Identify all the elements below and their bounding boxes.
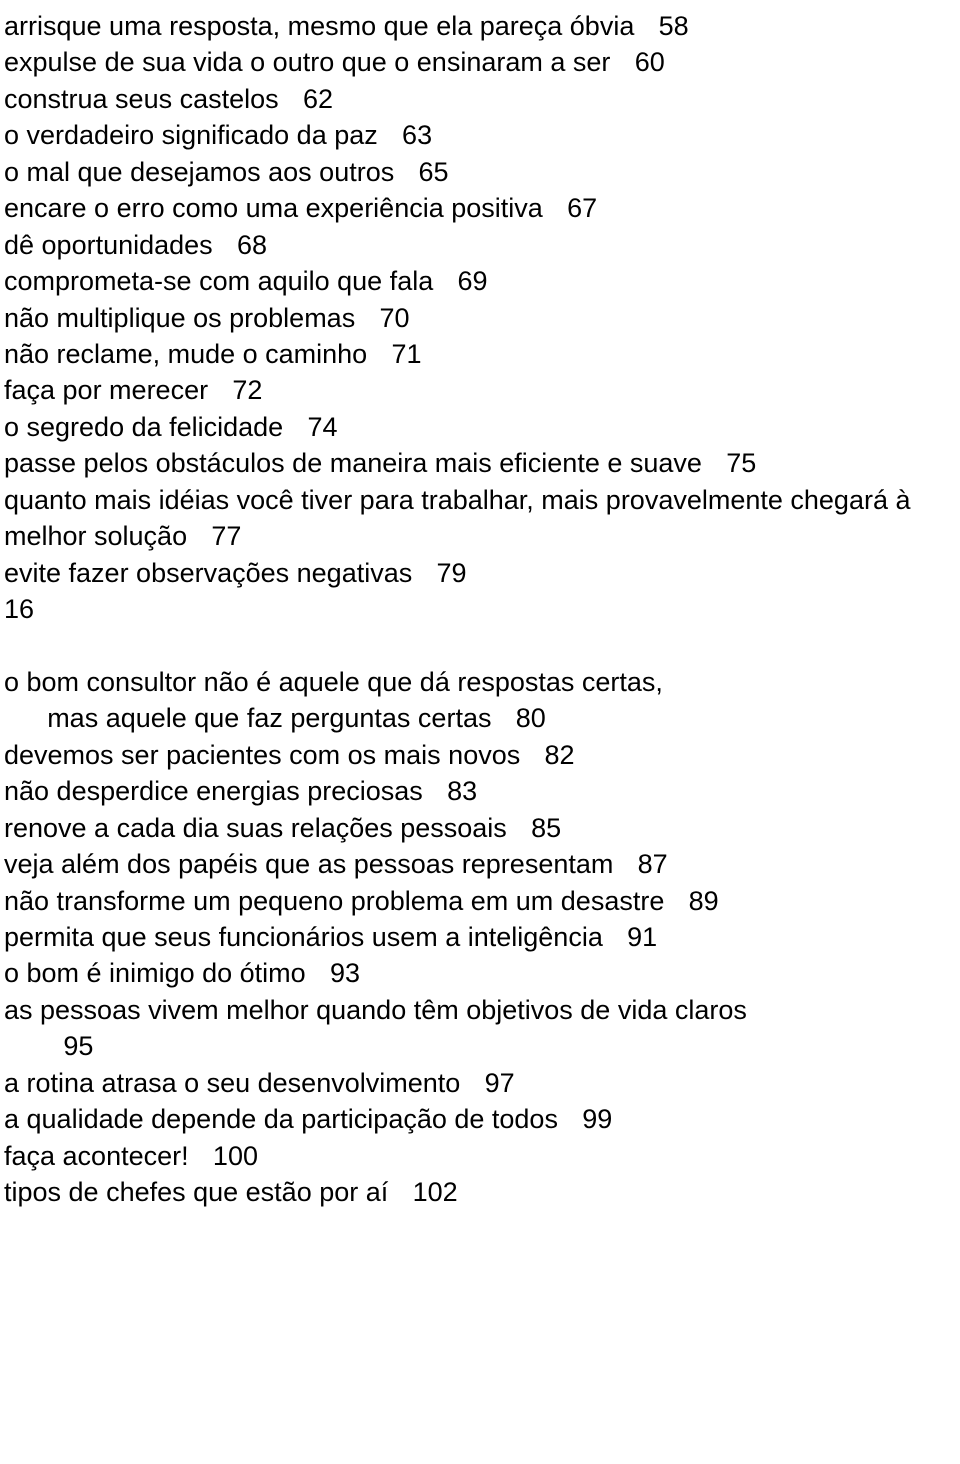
toc-entry: expulse de sua vida o outro que o ensina…	[4, 44, 956, 80]
toc-entry-page: 97	[485, 1068, 515, 1098]
toc-entry: a qualidade depende da participação de t…	[4, 1101, 956, 1137]
toc-entry: não transforme um pequeno problema em um…	[4, 883, 956, 919]
table-of-contents: arrisque uma resposta, mesmo que ela par…	[4, 8, 956, 1210]
toc-entry: quanto mais idéias você tiver para traba…	[4, 482, 956, 555]
toc-entry: o mal que desejamos aos outros 65	[4, 154, 956, 190]
toc-entry-title: arrisque uma resposta, mesmo que ela par…	[4, 11, 634, 41]
toc-entry-page: 60	[635, 47, 665, 77]
toc-entry-title: construa seus castelos	[4, 84, 279, 114]
toc-entry-page: 79	[437, 558, 467, 588]
toc-entry-page: 93	[330, 958, 360, 988]
toc-entry-page: 82	[545, 740, 575, 770]
toc-entry-page: 72	[232, 375, 262, 405]
toc-entry-page: 99	[582, 1104, 612, 1134]
toc-entry-title: mas aquele que faz perguntas certas	[47, 703, 491, 733]
toc-entry-page: 80	[516, 703, 546, 733]
toc-entry: tipos de chefes que estão por aí 102	[4, 1174, 956, 1210]
toc-entry: faça acontecer! 100	[4, 1138, 956, 1174]
toc-entry-title: o mal que desejamos aos outros	[4, 157, 394, 187]
toc-entry: passe pelos obstáculos de maneira mais e…	[4, 445, 956, 481]
toc-entry: não reclame, mude o caminho 71	[4, 336, 956, 372]
toc-entry-page: 91	[627, 922, 657, 952]
toc-entry-page: 69	[458, 266, 488, 296]
toc-entry-title: o bom é inimigo do ótimo	[4, 958, 306, 988]
toc-entry: dê oportunidades 68	[4, 227, 956, 263]
toc-entry: a rotina atrasa o seu desenvolvimento 97	[4, 1065, 956, 1101]
toc-continued-page-number: 95	[4, 1028, 956, 1064]
toc-entry-title: comprometa-se com aquilo que fala	[4, 266, 433, 296]
toc-entry-title: passe pelos obstáculos de maneira mais e…	[4, 448, 702, 478]
toc-entry-page: 70	[380, 303, 410, 333]
toc-entry-page: 58	[659, 11, 689, 41]
toc-entry: permita que seus funcionários usem a int…	[4, 919, 956, 955]
toc-entry-title: a qualidade depende da participação de t…	[4, 1104, 558, 1134]
toc-entry-title: dê oportunidades	[4, 230, 213, 260]
toc-entry-title: faça acontecer!	[4, 1141, 189, 1171]
toc-entry-title: o bom consultor não é aquele que dá resp…	[4, 667, 663, 697]
toc-entry: devemos ser pacientes com os mais novos 8…	[4, 737, 956, 773]
toc-entry-title: não desperdice energias preciosas	[4, 776, 423, 806]
toc-entry-page: 83	[447, 776, 477, 806]
toc-entry: comprometa-se com aquilo que fala 69	[4, 263, 956, 299]
toc-entry: construa seus castelos 62	[4, 81, 956, 117]
toc-entry-title: as pessoas vivem melhor quando têm objet…	[4, 995, 747, 1025]
toc-entry-page: 77	[211, 521, 241, 551]
toc-entry-page: 89	[689, 886, 719, 916]
toc-entry-page: 85	[531, 813, 561, 843]
toc-entry-page: 71	[392, 339, 422, 369]
toc-entry-title: o segredo da felicidade	[4, 412, 283, 442]
toc-entry: o verdadeiro significado da paz 63	[4, 117, 956, 153]
toc-entry-title: veja além dos papéis que as pessoas repr…	[4, 849, 613, 879]
toc-entry-page: 68	[237, 230, 267, 260]
toc-entry-page: 87	[638, 849, 668, 879]
toc-entry-page: 65	[419, 157, 449, 187]
toc-entry-title: quanto mais idéias você tiver para traba…	[4, 485, 911, 551]
toc-entry: faça por merecer 72	[4, 372, 956, 408]
toc-entry: o bom é inimigo do ótimo 93	[4, 955, 956, 991]
toc-entry-title: faça por merecer	[4, 375, 208, 405]
section-gap	[4, 627, 956, 663]
toc-entry: o segredo da felicidade 74	[4, 409, 956, 445]
toc-entry-page: 75	[726, 448, 756, 478]
toc-entry: mas aquele que faz perguntas certas 80	[4, 700, 956, 736]
toc-entry-title: o verdadeiro significado da paz	[4, 120, 378, 150]
toc-entry-title: evite fazer observações negativas	[4, 558, 412, 588]
toc-entry-title: encare o erro como uma experiência posit…	[4, 193, 543, 223]
toc-entry-title: tipos de chefes que estão por aí	[4, 1177, 388, 1207]
toc-entry-title: renove a cada dia suas relações pessoais	[4, 813, 507, 843]
toc-entry-page: 62	[303, 84, 333, 114]
toc-entry: evite fazer observações negativas 79	[4, 555, 956, 591]
toc-entry-page: 102	[413, 1177, 458, 1207]
toc-entry: as pessoas vivem melhor quando têm objet…	[4, 992, 956, 1028]
toc-entry-title: permita que seus funcionários usem a int…	[4, 922, 603, 952]
toc-entry: não multiplique os problemas 70	[4, 300, 956, 336]
toc-entry-page: 100	[213, 1141, 258, 1171]
toc-entry: o bom consultor não é aquele que dá resp…	[4, 664, 956, 700]
toc-standalone-number: 16	[4, 591, 956, 627]
toc-entry-title: não transforme um pequeno problema em um…	[4, 886, 664, 916]
toc-entry-title: devemos ser pacientes com os mais novos	[4, 740, 520, 770]
toc-entry-title: não multiplique os problemas	[4, 303, 355, 333]
toc-entry: arrisque uma resposta, mesmo que ela par…	[4, 8, 956, 44]
toc-entry: não desperdice energias preciosas 83	[4, 773, 956, 809]
toc-entry-page: 67	[567, 193, 597, 223]
toc-entry-title: a rotina atrasa o seu desenvolvimento	[4, 1068, 460, 1098]
toc-entry-title: expulse de sua vida o outro que o ensina…	[4, 47, 610, 77]
toc-entry: renove a cada dia suas relações pessoais…	[4, 810, 956, 846]
toc-entry: veja além dos papéis que as pessoas repr…	[4, 846, 956, 882]
toc-entry-title: não reclame, mude o caminho	[4, 339, 367, 369]
toc-entry-page: 63	[402, 120, 432, 150]
toc-entry-page: 74	[308, 412, 338, 442]
toc-entry: encare o erro como uma experiência posit…	[4, 190, 956, 226]
